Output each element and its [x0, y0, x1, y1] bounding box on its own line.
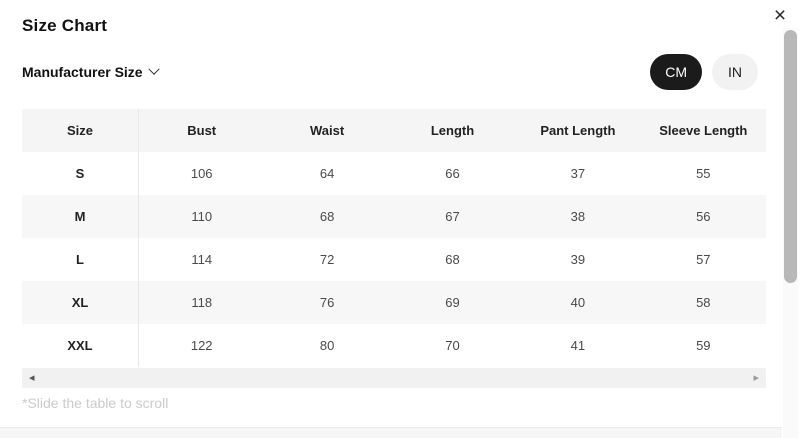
- table-cell: 55: [696, 166, 711, 181]
- table-cell: 40: [570, 295, 586, 310]
- column-header: Pant Length: [540, 123, 616, 138]
- table-cell: 64: [319, 166, 335, 181]
- table-row: XXL 122 80 70 41 59: [22, 324, 766, 367]
- table-cell: 39: [570, 252, 586, 267]
- controls-row: Manufacturer Size CM IN: [22, 53, 766, 90]
- table-cell: 68: [445, 252, 460, 267]
- unit-cm-button[interactable]: CM: [650, 53, 702, 90]
- column-header: Sleeve Length: [659, 123, 748, 138]
- unit-toggle: CM IN: [650, 53, 758, 90]
- column-header: Length: [430, 123, 475, 138]
- column-header: Size: [22, 109, 139, 152]
- table-cell: 80: [319, 338, 335, 353]
- table-cell: 66: [445, 166, 460, 181]
- table-cell: S: [22, 152, 139, 195]
- table-row: XL 118 76 69 40 58: [22, 281, 766, 324]
- table-cell: 106: [190, 166, 213, 181]
- table-cell: 69: [445, 295, 460, 310]
- table-cell: XL: [22, 281, 139, 324]
- table-cell: 72: [319, 252, 335, 267]
- table-cell: 70: [445, 338, 460, 353]
- close-icon[interactable]: ×: [773, 3, 787, 27]
- table-row: L 114 72 68 39 57: [22, 238, 766, 281]
- table-cell: 76: [319, 295, 335, 310]
- scroll-left-icon[interactable]: ◂: [29, 371, 35, 384]
- table-cell: 67: [445, 209, 460, 224]
- manufacturer-size-dropdown[interactable]: Manufacturer Size: [22, 63, 160, 80]
- table-cell: 56: [696, 209, 711, 224]
- table-cell: XXL: [22, 324, 139, 367]
- modal-content: Size Chart Manufacturer Size CM IN Size …: [22, 0, 766, 411]
- table-cell: 59: [696, 338, 711, 353]
- table-cell: 114: [191, 252, 213, 267]
- table-cell: 68: [319, 209, 335, 224]
- vertical-scrollbar-thumb[interactable]: [784, 30, 797, 283]
- scroll-right-icon[interactable]: ▸: [753, 371, 759, 384]
- table-cell: 37: [570, 166, 586, 181]
- table-cell: 110: [191, 209, 213, 224]
- table-cell: L: [22, 238, 139, 281]
- table-cell: 38: [570, 209, 586, 224]
- table-row: M 110 68 67 38 56: [22, 195, 766, 238]
- table-cell: 118: [191, 295, 213, 310]
- page-title: Size Chart: [22, 16, 108, 35]
- table-cell: 41: [570, 338, 586, 353]
- scroll-hint-text: *Slide the table to scroll: [22, 395, 169, 411]
- chevron-down-icon: [147, 63, 160, 75]
- manufacturer-size-label: Manufacturer Size: [22, 63, 143, 80]
- table-cell: 57: [696, 252, 711, 267]
- horizontal-scrollbar[interactable]: ◂ ▸: [22, 368, 766, 388]
- column-header: Waist: [309, 123, 345, 138]
- unit-in-button[interactable]: IN: [712, 53, 758, 90]
- vertical-scrollbar[interactable]: [783, 28, 798, 438]
- page-background-strip: [0, 427, 782, 438]
- column-header: Bust: [187, 123, 217, 138]
- table-header-row: Size Bust Waist Length Pant Length Sleev…: [22, 109, 766, 152]
- table-row: S 106 64 66 37 55: [22, 152, 766, 195]
- table-cell: M: [22, 195, 139, 238]
- table-cell: 122: [190, 338, 213, 353]
- size-table: Size Bust Waist Length Pant Length Sleev…: [22, 109, 766, 367]
- table-cell: 58: [696, 295, 711, 310]
